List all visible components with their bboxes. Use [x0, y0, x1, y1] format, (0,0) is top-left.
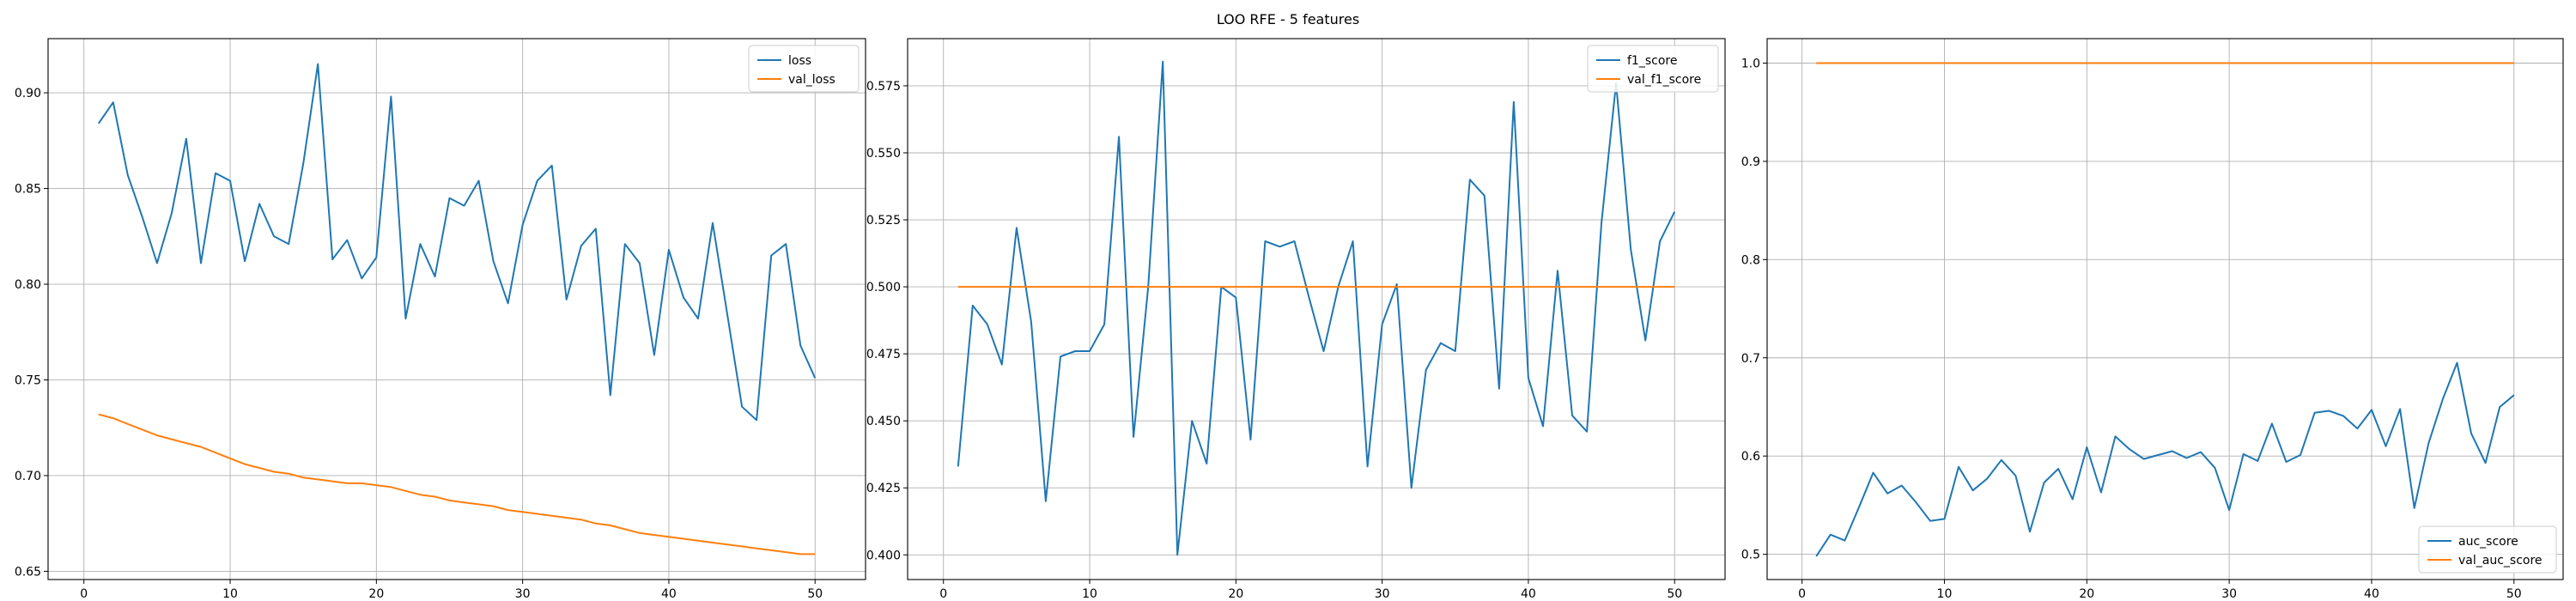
y-tick-label: 0.70 — [15, 470, 41, 483]
y-tick-label: 0.80 — [15, 278, 41, 292]
legend-label: loss — [788, 54, 811, 68]
legend-label: f1_score — [1627, 54, 1677, 68]
y-tick-label: 0.75 — [15, 373, 41, 387]
legend-label: val_f1_score — [1627, 73, 1701, 87]
y-tick-label: 1.0 — [1741, 57, 1760, 70]
x-tick-label: 0 — [1798, 587, 1806, 601]
y-tick-label: 0.7 — [1741, 352, 1760, 366]
x-tick-label: 40 — [661, 587, 677, 601]
x-tick-label: 20 — [2079, 587, 2094, 601]
legend: auc_score val_auc_score — [2418, 525, 2557, 574]
y-tick-label: 0.425 — [866, 482, 901, 495]
x-tick-label: 40 — [1521, 587, 1536, 601]
series-line-val_loss — [98, 413, 816, 555]
x-tick-label: 0 — [80, 587, 88, 601]
y-tick-label: 0.450 — [866, 415, 901, 428]
x-tick-label: 50 — [807, 587, 823, 601]
series-line-loss — [97, 63, 817, 422]
y-tick-label: 0.525 — [866, 214, 901, 228]
y-tick-label: 0.85 — [15, 183, 41, 197]
x-tick-label: 0 — [939, 587, 947, 601]
legend: loss val_loss — [748, 45, 860, 93]
legend: f1_score val_f1_score — [1587, 45, 1719, 93]
x-tick-label: 20 — [1228, 587, 1243, 601]
x-tick-label: 20 — [368, 587, 384, 601]
y-tick-label: 0.9 — [1741, 155, 1760, 169]
y-tick-label: 0.400 — [866, 549, 901, 562]
legend-box — [1587, 45, 1719, 93]
y-tick-label: 0.500 — [866, 281, 901, 294]
x-tick-label: 50 — [1667, 587, 1682, 601]
subplots: 0 10 20 30 40 500.650.700.750.800.850.90lossv… — [15, 38, 2564, 601]
subplot-3: 0 10 20 30 40 50 0.5 0.6 0.7 0.8 0.9 1.0 auc_scoreva… — [1741, 38, 2564, 601]
figure-title: LOO RFE - 5 features — [1217, 11, 1359, 27]
y-tick-label: 0.5 — [1741, 549, 1760, 562]
legend-label: val_auc_score — [2458, 554, 2543, 568]
series-line-f1_score — [957, 60, 1676, 556]
y-tick-label: 0.90 — [15, 87, 41, 100]
y-tick-label: 0.65 — [15, 565, 41, 579]
y-tick-label: 0.475 — [866, 348, 901, 361]
x-tick-label: 50 — [2506, 587, 2522, 601]
x-tick-label: 30 — [2221, 587, 2237, 601]
x-tick-label: 40 — [2364, 587, 2379, 601]
axes-frame — [907, 38, 1726, 580]
x-tick-label: 10 — [222, 587, 238, 601]
x-tick-label: 10 — [1937, 587, 1953, 601]
x-tick-label: 30 — [1375, 587, 1390, 601]
legend-label: val_loss — [788, 73, 835, 87]
axes-frame — [1766, 38, 2564, 580]
x-tick-label: 30 — [515, 587, 531, 601]
y-tick-label: 0.575 — [866, 80, 901, 94]
legend-box — [748, 45, 860, 93]
legend-label: auc_score — [2458, 535, 2518, 549]
y-tick-label: 0.550 — [866, 147, 901, 161]
subplot-1: 0 10 20 30 40 50 0.65 0.70 0.75 0.80 0.85 0.90 loss v… — [15, 38, 866, 601]
y-tick-label: 0.8 — [1741, 253, 1760, 267]
subplot-2: 0 10 20 30 40 50 0.400 0.425 0.450 0.475 0.500 0.52… — [866, 38, 1726, 601]
legend-box — [2418, 525, 2557, 574]
y-tick-label: 0.6 — [1741, 450, 1760, 464]
axes-frame — [47, 38, 866, 580]
series-line-auc_score — [1815, 361, 2515, 557]
x-tick-label: 10 — [1082, 587, 1097, 601]
